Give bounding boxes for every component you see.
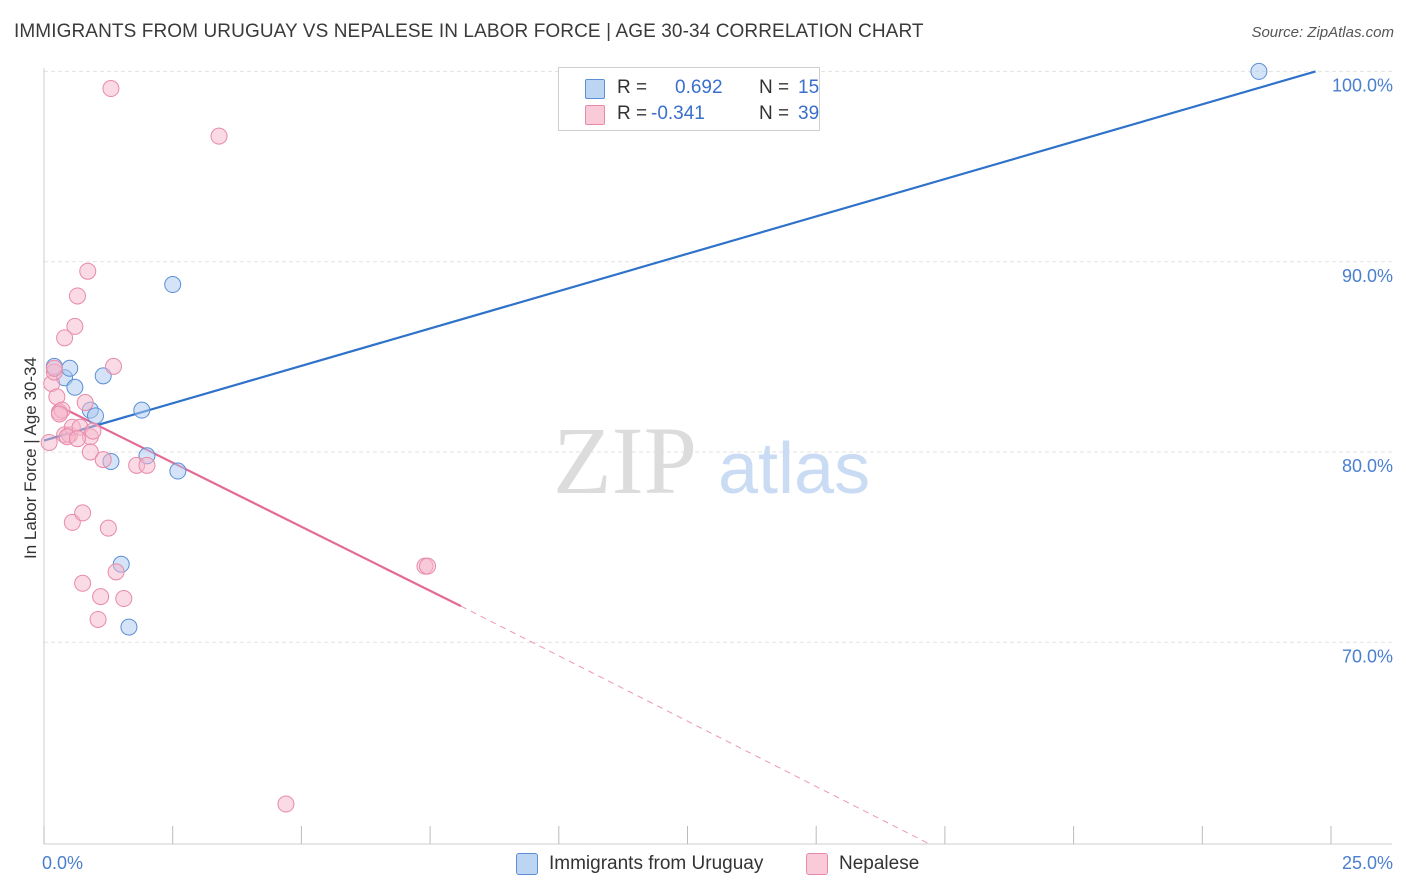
x-tick-label: 0.0% [42,853,83,873]
nepalese-trend-line [58,405,462,608]
nepalese-point [45,359,63,377]
nepalese-point [79,262,97,280]
bottom-legend-swatch-blue [516,853,538,875]
data-points [40,62,1268,813]
nepalese-point [210,127,228,145]
axes [43,68,1392,845]
legend-r-label: R = [617,103,648,124]
nepalese-point [81,443,99,461]
watermark-atlas: atlas [718,429,870,509]
nepalese-point [115,590,133,608]
nepalese-point [74,574,92,592]
y-tick-label: 80.0% [1342,456,1393,476]
uruguay-point [66,378,84,396]
legend-swatch-blue [585,79,605,99]
tick-labels: 100.0% 90.0% 80.0% 70.0% 0.0% 25.0% [42,76,1393,873]
uruguay-point [133,401,151,419]
legend-r-label: R = [617,77,648,98]
y-tick-label: 100.0% [1332,76,1393,96]
nepalese-point [68,287,86,305]
nepalese-point [50,405,68,423]
uruguay-point [1250,62,1268,80]
uruguay-point [169,462,187,480]
uruguay-point [120,618,138,636]
nepalese-point [56,329,74,347]
legend-n-label: N = [759,77,790,98]
uruguay-point [164,276,182,294]
nepalese-point [277,795,295,813]
correlation-legend: R = 0.692 N = 15 R = -0.341 N = 39 [558,67,820,131]
uruguay-point [86,407,104,425]
nepalese-point [66,317,84,335]
legend-n-value: 39 [798,103,820,124]
chart-title: IMMIGRANTS FROM URUGUAY VS NEPALESE IN L… [14,21,924,42]
trend-lines [43,70,1316,845]
nepalese-point [74,504,92,522]
bottom-legend-label: Nepalese [839,853,920,874]
legend-n-value: 15 [798,77,820,98]
nepalese-point [89,610,107,628]
nepalese-point [99,519,117,537]
legend-n-label: N = [759,103,790,124]
nepalese-point [84,422,102,440]
x-tick-label: 25.0% [1342,853,1393,873]
bottom-legend-label: Immigrants from Uruguay [549,853,764,874]
nepalese-point [94,451,112,469]
bottom-legend-swatch-pink [806,853,828,875]
legend-r-value: 0.692 [675,77,723,98]
watermark: ZIP atlas [553,407,870,514]
gridlines [44,70,1392,643]
nepalese-point [419,557,437,575]
watermark-zip: ZIP [553,407,697,514]
uruguay-point [61,359,79,377]
y-tick-label: 70.0% [1342,646,1393,666]
nepalese-point [92,588,110,606]
legend-swatch-pink [585,105,605,125]
nepalese-point [107,563,125,581]
nepalese-point [76,394,94,412]
nepalese-point [40,433,58,451]
nepalese-point [102,80,120,98]
nepalese-point [104,357,122,375]
nepalese-point [68,430,86,448]
y-axis-label: In Labor Force | Age 30-34 [21,357,40,559]
source-credit: Source: ZipAtlas.com [1251,24,1394,41]
nepalese-point [138,456,156,474]
legend-r-value: -0.341 [651,103,705,124]
uruguay-trend-line [43,70,1316,442]
y-tick-label: 90.0% [1342,266,1393,286]
